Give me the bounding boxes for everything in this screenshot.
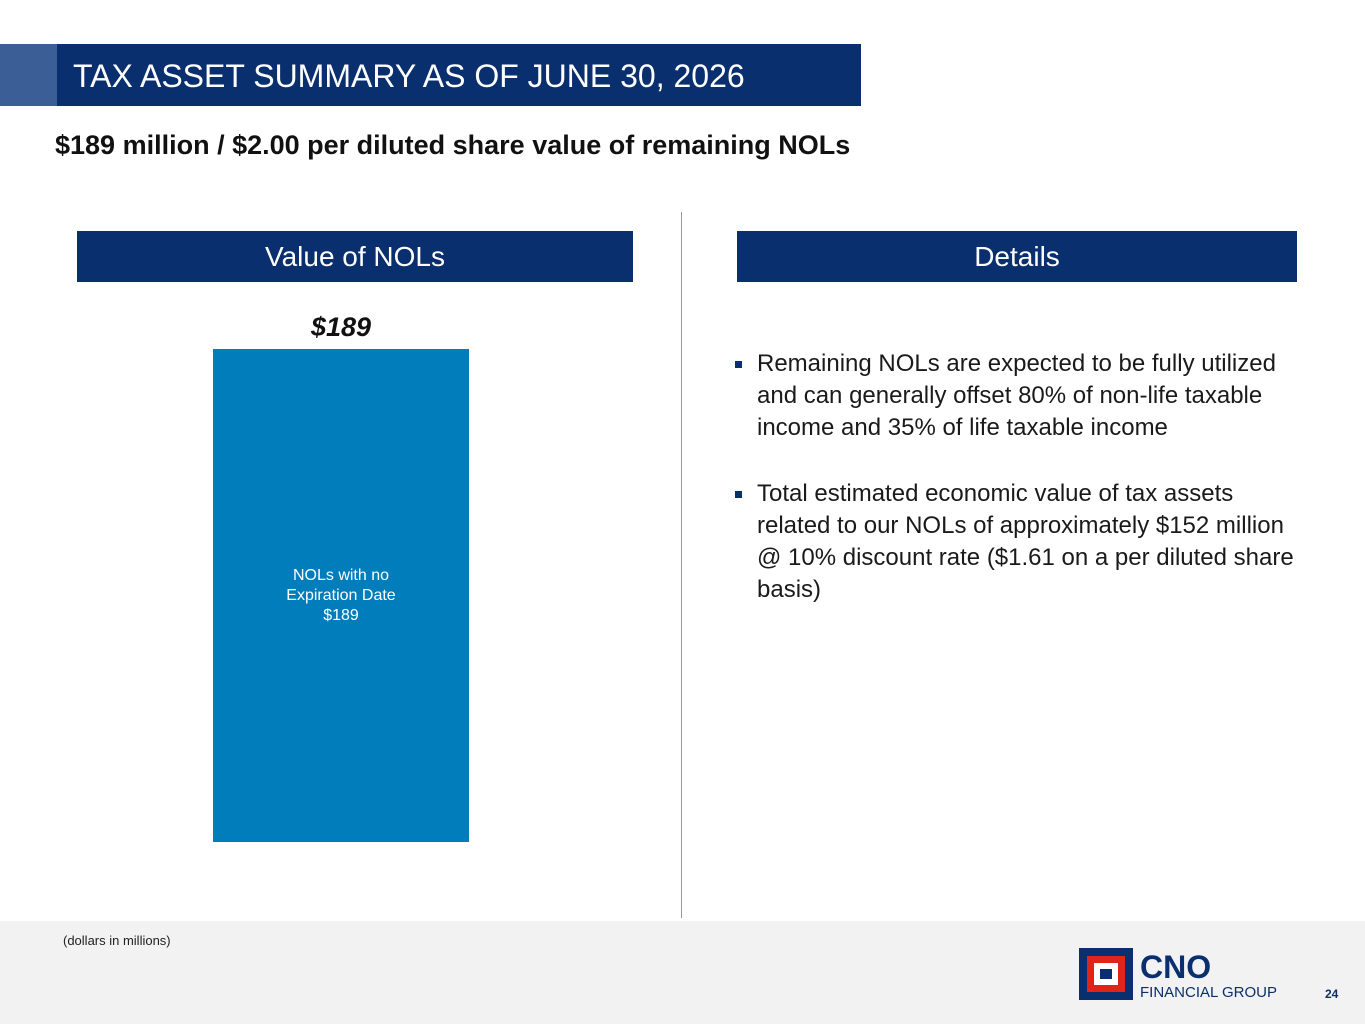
divider: [681, 212, 682, 918]
bar: [213, 349, 469, 842]
subtitle: $189 million / $2.00 per diluted share v…: [55, 130, 851, 160]
bullet: Total estimated economic value of tax as…: [735, 478, 1295, 606]
logo-main: CNO: [1140, 949, 1212, 985]
category-label: NOLs with no Expiration Date: [286, 566, 396, 604]
total-label: $189: [310, 312, 371, 342]
title-accent: [0, 44, 57, 106]
value-label: $189: [323, 606, 359, 624]
bullet: Remaining NOLs are expected to be fully …: [735, 348, 1295, 444]
footnote: (dollars in millions): [63, 933, 171, 948]
chart: $189: [213, 312, 469, 842]
logo-icon: [1079, 948, 1133, 1000]
bar-label: NOLs with no Expiration Date $189: [261, 566, 421, 626]
logo-sub: FINANCIAL GROUP: [1140, 984, 1277, 1001]
footer: (dollars in millions) CNO FINANCIAL GROU…: [0, 921, 1365, 1024]
panel-heading: Value of NOLs: [77, 231, 633, 282]
bullet-list: Remaining NOLs are expected to be fully …: [735, 348, 1295, 640]
page-number: 24: [1325, 987, 1339, 1001]
title: TAX ASSET SUMMARY AS OF JUNE 30, 2026: [57, 44, 861, 106]
panel-heading: Details: [737, 231, 1297, 282]
